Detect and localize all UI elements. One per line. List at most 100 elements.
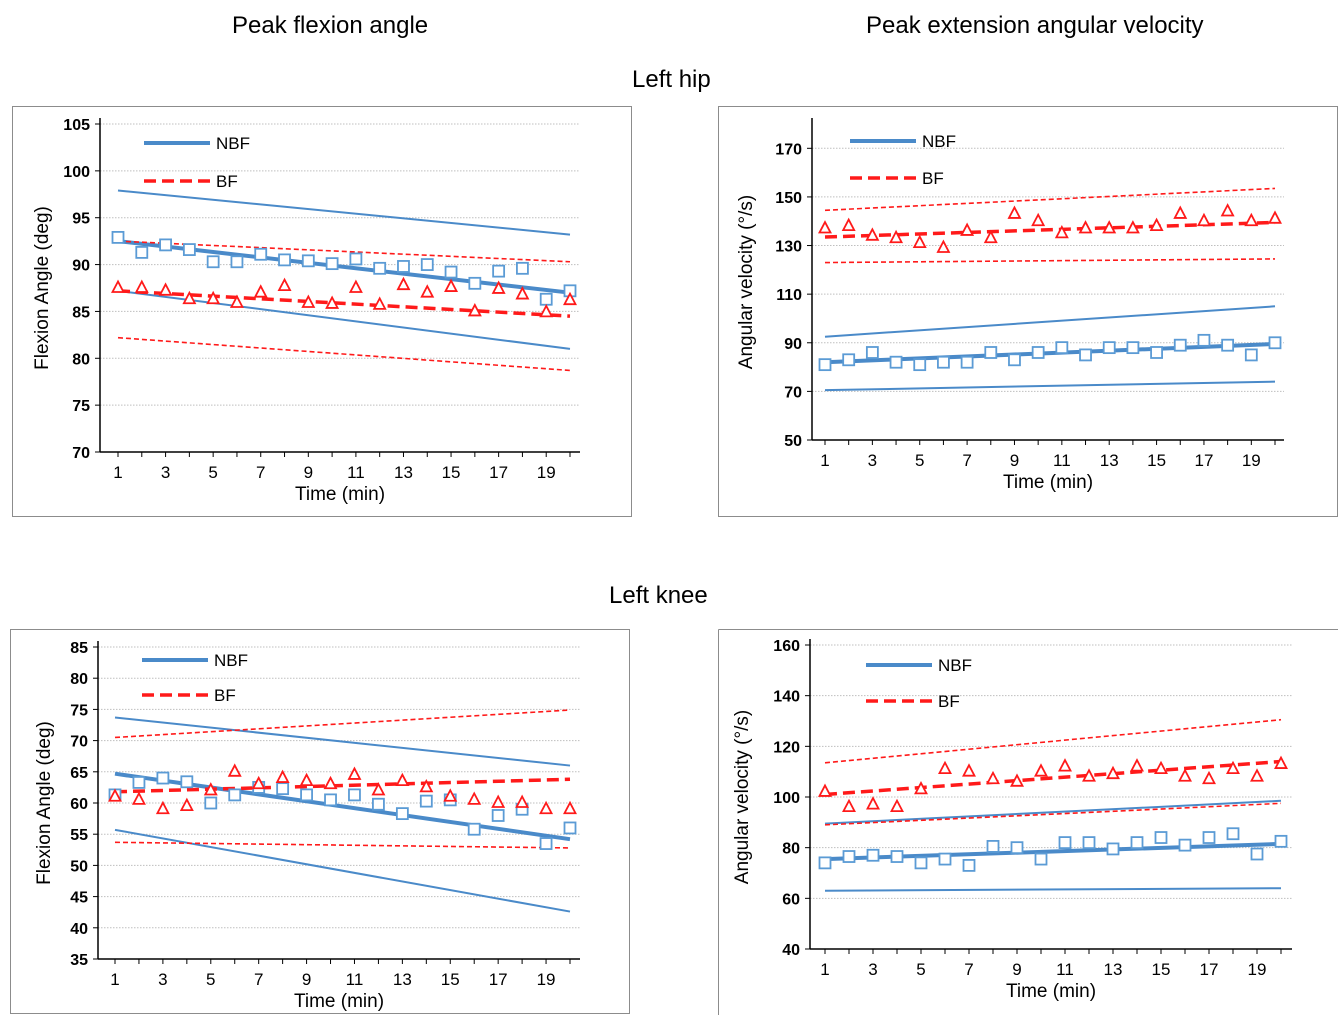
- nbf-data-point: [1079, 348, 1092, 362]
- bf-data-point: [395, 772, 410, 787]
- nbf-data-point: [301, 254, 315, 268]
- legend-bf-label: BF: [214, 686, 236, 705]
- bf-data-point: [515, 794, 530, 808]
- x-tick-label: 3: [868, 451, 877, 470]
- x-tick-label: 5: [206, 970, 215, 989]
- nbf-data-point: [204, 796, 218, 810]
- x-tick-label: 17: [489, 970, 508, 989]
- x-tick-label: 11: [347, 463, 365, 482]
- y-tick-label: 130: [775, 239, 802, 256]
- nbf-data-point: [1130, 836, 1144, 850]
- bf-data-point: [936, 239, 951, 253]
- bf-data-point: [1196, 212, 1211, 227]
- bf-trend-line: [114, 777, 571, 794]
- nbf-data-point: [1034, 852, 1048, 866]
- bf-data-point: [1007, 205, 1022, 219]
- x-tick-label: 13: [1104, 960, 1123, 979]
- bf-data-point: [444, 278, 459, 292]
- y-axis-label: Angular velocity (°/s): [732, 710, 753, 884]
- bf-data-point: [158, 282, 173, 296]
- x-tick-label: 13: [393, 970, 412, 989]
- bf-data-point: [182, 290, 197, 305]
- y-tick-label: 140: [773, 689, 800, 706]
- x-tick-label: 5: [916, 960, 925, 979]
- nbf-data-point: [937, 355, 950, 369]
- y-tick-label: 50: [70, 858, 88, 875]
- bf-data-point: [890, 798, 904, 813]
- y-tick-label: 85: [72, 304, 90, 321]
- nbf-data-point: [539, 292, 553, 306]
- y-tick-label: 100: [63, 164, 90, 181]
- x-tick-label: 9: [1010, 451, 1019, 470]
- bf-data-point: [323, 775, 338, 790]
- nbf-data-point: [913, 358, 927, 372]
- y-tick-label: 35: [70, 952, 88, 969]
- bf-data-point: [1130, 758, 1144, 772]
- nbf-data-point: [491, 809, 505, 822]
- bf-data-point: [912, 234, 927, 249]
- x-axis-label: Time (min): [1003, 472, 1093, 493]
- nbf-data-point: [984, 346, 998, 359]
- y-tick-label: 110: [776, 287, 802, 304]
- y-tick-label: 100: [773, 790, 800, 807]
- nbf-data-point: [1274, 834, 1288, 848]
- nbf-data-point: [159, 238, 172, 252]
- bf-data-point: [563, 800, 577, 815]
- nbf-data-point: [1268, 336, 1282, 350]
- bf-data-point: [491, 794, 506, 808]
- nbf-data-point: [938, 852, 952, 866]
- nbf-data-point: [1154, 831, 1168, 844]
- bf-data-point: [818, 220, 832, 234]
- x-tick-label: 9: [302, 970, 311, 989]
- nbf-data-point: [300, 788, 313, 802]
- nbf-data-point: [818, 358, 832, 372]
- y-axis-label: Flexion Angle (deg): [34, 721, 55, 885]
- bf-band-upper: [824, 718, 1282, 764]
- column-title-right: Peak extension angular velocity: [866, 12, 1204, 39]
- bf-data-point: [372, 296, 387, 310]
- nbf-data-point: [111, 230, 125, 244]
- x-tick-label: 3: [161, 463, 170, 482]
- y-tick-label: 105: [63, 117, 90, 134]
- bf-data-point: [986, 770, 1000, 785]
- x-tick-label: 19: [537, 970, 556, 989]
- nbf-data-point: [960, 355, 974, 369]
- bf-data-point: [539, 800, 554, 815]
- y-tick-label: 60: [70, 796, 88, 813]
- x-tick-label: 3: [868, 960, 877, 979]
- nbf-data-point: [914, 856, 928, 870]
- nbf-data-point: [325, 257, 339, 271]
- bf-data-point: [914, 780, 928, 795]
- bf-data-point: [1250, 768, 1264, 782]
- legend-nbf-label: NBF: [216, 134, 250, 153]
- bf-band-lower: [824, 802, 1282, 826]
- x-tick-label: 13: [394, 463, 413, 482]
- bf-band-lower: [114, 841, 571, 849]
- x-tick-label: 15: [1147, 451, 1166, 470]
- bf-data-point: [1220, 203, 1235, 217]
- bf-data-point: [1106, 765, 1120, 780]
- nbf-data-point: [1202, 831, 1216, 844]
- nbf-band-upper: [824, 799, 1282, 825]
- bf-data-point: [841, 217, 856, 231]
- x-tick-label: 17: [1194, 451, 1213, 470]
- bf-data-point: [179, 797, 194, 812]
- bf-data-point: [515, 286, 530, 300]
- bf-data-point: [889, 229, 904, 244]
- y-tick-label: 70: [784, 384, 802, 401]
- chart-frame: [10, 629, 630, 1014]
- bf-data-point: [1274, 755, 1288, 769]
- legend-nbf-label: NBF: [214, 651, 248, 670]
- nbf-data-point: [397, 260, 410, 273]
- y-tick-label: 65: [70, 765, 88, 782]
- bf-band-upper: [824, 187, 1276, 212]
- nbf-data-point: [842, 850, 856, 863]
- nbf-data-point: [1126, 341, 1140, 355]
- nbf-data-point: [419, 794, 433, 808]
- bf-data-point: [1010, 773, 1024, 787]
- bf-data-point: [111, 279, 125, 293]
- x-tick-label: 5: [915, 451, 924, 470]
- nbf-data-point: [467, 822, 481, 836]
